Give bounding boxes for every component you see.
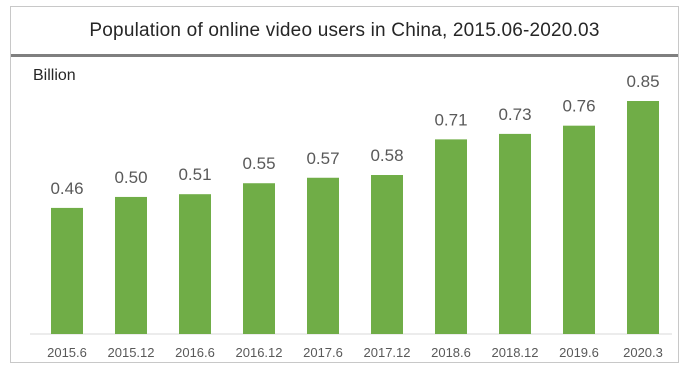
- bar-2015.6: [51, 207, 83, 334]
- bar-2015.12: [115, 196, 147, 334]
- x-tick-label: 2018.12: [492, 345, 539, 360]
- data-label: 0.51: [178, 165, 211, 184]
- bar-2018.6: [435, 139, 467, 334]
- bars-group: [51, 101, 659, 334]
- data-label: 0.71: [434, 110, 467, 129]
- title-band: Population of online video users in Chin…: [11, 7, 678, 57]
- unit-label: Billion: [33, 67, 76, 84]
- x-tick-label: 2019.6: [559, 345, 599, 360]
- bar-2017.12: [371, 175, 403, 334]
- x-tick-label: 2018.6: [431, 345, 471, 360]
- data-label: 0.76: [562, 97, 595, 116]
- x-tick-label: 2016.12: [236, 345, 283, 360]
- data-label: 0.73: [498, 105, 531, 124]
- data-label: 0.55: [242, 154, 275, 173]
- bar-2017.6: [307, 177, 339, 334]
- bar-2019.6: [563, 125, 595, 334]
- bar-2020.3: [627, 101, 659, 334]
- x-tick-label: 2017.12: [364, 345, 411, 360]
- x-tick-label: 2017.6: [303, 345, 343, 360]
- bar-2018.12: [499, 133, 531, 334]
- chart-title: Population of online video users in Chin…: [89, 19, 600, 41]
- data-label: 0.46: [50, 179, 83, 198]
- x-tick-label: 2015.6: [47, 345, 87, 360]
- data-label: 0.57: [306, 149, 339, 168]
- x-tick-labels-group: 2015.6 2015.12 2016.6 2016.12 2017.6 2017.12 2…: [47, 345, 663, 360]
- bar-2016.6: [179, 194, 211, 334]
- x-tick-label: 2020.3: [623, 345, 663, 360]
- x-tick-label: 2015.12: [108, 345, 155, 360]
- data-label: 0.50: [114, 168, 147, 187]
- x-tick-label: 2016.6: [175, 345, 215, 360]
- data-label: 0.85: [626, 72, 659, 91]
- bar-2016.12: [243, 183, 275, 334]
- data-labels-group: 0.46 0.50 0.51 0.55 0.57 0.58 0.71 0.73 0.76 0.85: [50, 72, 659, 198]
- data-label: 0.58: [370, 146, 403, 165]
